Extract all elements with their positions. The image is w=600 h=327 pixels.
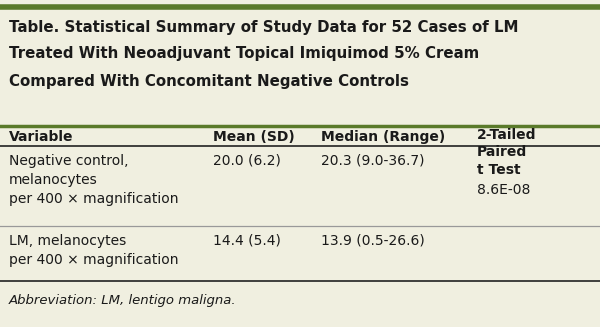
Text: 14.4 (5.4): 14.4 (5.4) bbox=[213, 234, 281, 248]
Text: Abbreviation: LM, lentigo maligna.: Abbreviation: LM, lentigo maligna. bbox=[9, 294, 236, 307]
Text: 20.3 (9.0-36.7): 20.3 (9.0-36.7) bbox=[321, 154, 425, 168]
Text: Variable: Variable bbox=[9, 130, 74, 144]
Text: 13.9 (0.5-26.6): 13.9 (0.5-26.6) bbox=[321, 234, 425, 248]
Text: Mean (SD): Mean (SD) bbox=[213, 130, 295, 144]
Text: Negative control,
melanocytes
per 400 × magnification: Negative control, melanocytes per 400 × … bbox=[9, 154, 179, 206]
Text: Compared With Concomitant Negative Controls: Compared With Concomitant Negative Contr… bbox=[9, 74, 409, 89]
Text: Table. Statistical Summary of Study Data for 52 Cases of LM: Table. Statistical Summary of Study Data… bbox=[9, 20, 518, 35]
Text: 8.6E-08: 8.6E-08 bbox=[477, 183, 530, 197]
Text: Treated With Neoadjuvant Topical Imiquimod 5% Cream: Treated With Neoadjuvant Topical Imiquim… bbox=[9, 46, 479, 61]
Text: 20.0 (6.2): 20.0 (6.2) bbox=[213, 154, 281, 168]
Text: Median (Range): Median (Range) bbox=[321, 130, 445, 144]
Text: 2-Tailed
Paired
t Test: 2-Tailed Paired t Test bbox=[477, 128, 536, 177]
Text: LM, melanocytes
per 400 × magnification: LM, melanocytes per 400 × magnification bbox=[9, 234, 179, 267]
